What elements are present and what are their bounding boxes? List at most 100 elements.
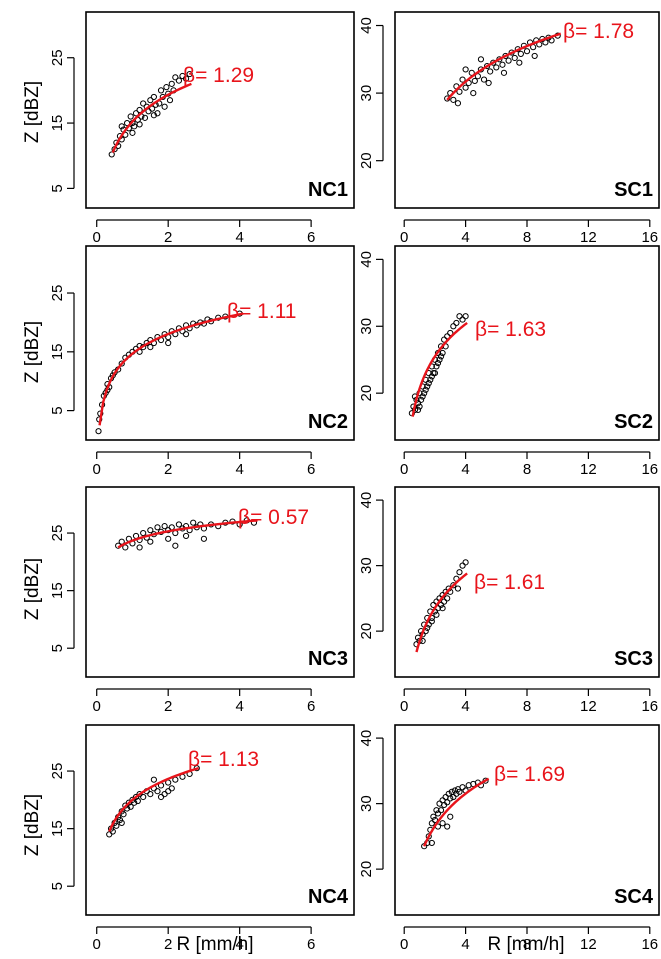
- sc4-point: [434, 810, 442, 817]
- nc4-point: [165, 788, 172, 795]
- sc2-x-tick-label: 4: [461, 461, 469, 478]
- sc3-fit-curve: [415, 572, 468, 653]
- sc3-point: [444, 595, 451, 602]
- sc4-point: [444, 799, 451, 806]
- sc1-x-tick-label: 8: [523, 229, 531, 246]
- sc4-point: [428, 839, 435, 847]
- panel-sc2: 0 4 8 12 16 20 30 40 β= 1.63 SC2: [358, 245, 660, 478]
- sc2-point: [414, 406, 422, 413]
- panel-nc3: 0 2 4 6 5 15 25 β= 0.57 NC3: [49, 486, 355, 715]
- nc1-fit-curve: [111, 82, 192, 153]
- nc4-point: [106, 831, 113, 838]
- nc4-panel-label: NC4: [308, 886, 349, 908]
- sc1-point: [462, 66, 469, 73]
- sc2-point: [425, 380, 432, 387]
- nc1-point: [163, 84, 170, 91]
- sc1-point: [485, 79, 492, 87]
- sc3-point: [428, 618, 435, 625]
- sc3-point: [441, 598, 448, 605]
- sc2-point: [459, 316, 466, 323]
- sc2-y-tick-label: 30: [358, 318, 375, 335]
- panel-sc3: 0 4 8 12 16 20 30 40 β= 1.61 SC3: [358, 486, 660, 715]
- sc2-point: [421, 390, 428, 397]
- sc4-x-tick-label: 4: [461, 936, 469, 953]
- sc3-point: [433, 611, 440, 618]
- sc1-point: [483, 62, 491, 70]
- nc3-frame: [85, 486, 355, 678]
- sc2-x-tick-label: 8: [523, 461, 531, 478]
- sc2-point: [424, 383, 431, 390]
- sc2-point: [462, 313, 469, 320]
- nc2-point: [147, 344, 154, 351]
- sc1-x-tick-label: 0: [400, 229, 408, 246]
- sc1-fit-curve: [446, 32, 562, 101]
- sc4-point: [459, 784, 466, 791]
- sc1-point: [505, 57, 512, 64]
- nc4-fit-curve: [108, 767, 199, 833]
- sc1-point: [454, 100, 462, 107]
- nc3-point: [147, 527, 154, 534]
- sc1-y-tick-label: 40: [358, 17, 375, 34]
- x-axis-title-right: R [mm/h]: [487, 934, 564, 955]
- nc1-point: [141, 114, 149, 121]
- sc1-point: [477, 56, 485, 63]
- nc4-x-tick-label: 2: [164, 936, 172, 953]
- nc1-point: [127, 113, 134, 120]
- nc3-x-tick-label: 0: [93, 698, 101, 715]
- sc4-point: [433, 807, 440, 814]
- nc1-x-tick-label: 2: [164, 229, 172, 246]
- nc1-point: [147, 97, 154, 104]
- sc3-y-tick-label: 20: [358, 623, 375, 640]
- sc2-point: [434, 359, 442, 367]
- sc1-beta-label: β= 1.78: [563, 20, 634, 43]
- nc1-point: [175, 77, 183, 84]
- nc3-point: [175, 521, 183, 528]
- sc2-point: [439, 349, 446, 357]
- sc1-point: [516, 59, 523, 66]
- sc1-point: [471, 77, 478, 85]
- sc2-point: [431, 370, 439, 377]
- sc3-panel-label: SC3: [614, 648, 653, 670]
- nc1-point: [136, 121, 143, 128]
- sc2-x-tick-label: 12: [580, 461, 597, 478]
- nc2-x-tick-label: 2: [164, 461, 172, 478]
- sc4-point: [437, 807, 445, 814]
- sc3-frame: [394, 486, 660, 678]
- nc3-point: [165, 535, 172, 542]
- nc2-point: [118, 360, 125, 367]
- nc3-point: [147, 538, 154, 545]
- nc1-point: [182, 75, 190, 82]
- sc1-point: [511, 54, 518, 62]
- y-axis-title-row-3: Z [dBZ]: [22, 558, 43, 620]
- sc2-x-tick-label: 0: [400, 461, 408, 478]
- nc3-point: [172, 542, 179, 549]
- panel-nc2: 0 2 4 6 5 15 25 β= 1.11 NC2: [49, 245, 355, 478]
- nc2-x-tick-label: 4: [235, 461, 243, 478]
- sc4-point: [444, 823, 451, 830]
- sc1-point: [462, 84, 469, 91]
- nc4-x-tick-label: 4: [235, 936, 243, 953]
- sc3-point: [454, 585, 462, 592]
- sc2-point: [436, 356, 443, 363]
- nc4-point: [118, 819, 125, 826]
- sc3-point: [462, 559, 469, 566]
- sc4-point: [439, 820, 446, 827]
- nc1-point: [186, 70, 193, 78]
- nc3-x-tick-label: 6: [307, 698, 315, 715]
- sc2-point: [419, 393, 426, 400]
- nc4-point: [168, 785, 175, 792]
- nc2-beta-label: β= 1.11: [227, 300, 297, 323]
- sc3-point: [459, 562, 466, 569]
- sc1-point: [459, 76, 466, 83]
- nc3-point: [154, 524, 161, 531]
- sc1-x-tick-label: 12: [580, 229, 597, 246]
- sc2-fit-curve: [411, 321, 468, 417]
- sc2-point: [427, 376, 434, 383]
- sc1-point: [480, 76, 488, 83]
- nc3-y-tick-label: 15: [49, 582, 66, 599]
- sc1-point: [493, 64, 500, 71]
- sc4-x-tick-label: 0: [400, 936, 408, 953]
- nc2-y-tick-label: 5: [49, 406, 66, 414]
- sc4-frame: [394, 724, 660, 916]
- nc4-y-tick-label: 5: [49, 882, 66, 890]
